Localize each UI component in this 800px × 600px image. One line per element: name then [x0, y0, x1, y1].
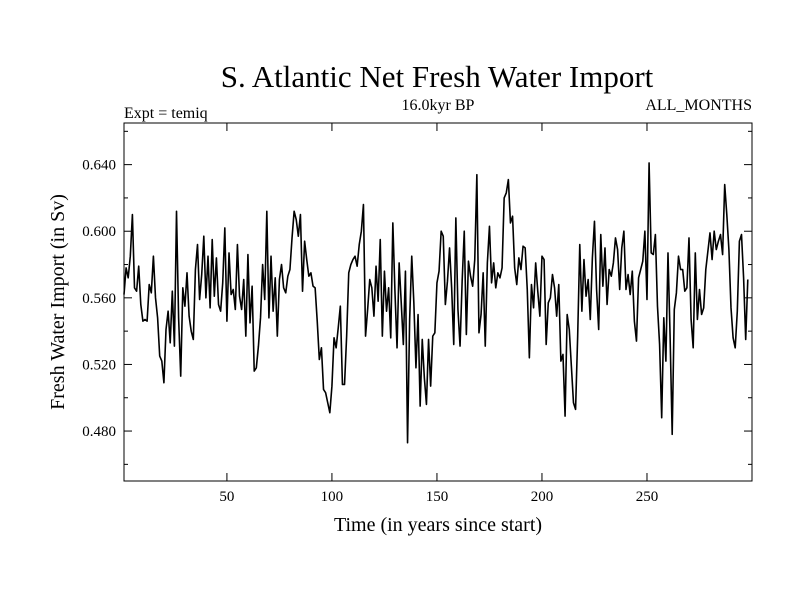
y-axis-ticks: 0.480 0.520 0.560 0.600 0.640	[82, 130, 752, 465]
y-axis-label: Fresh Water Import (in Sv)	[47, 194, 69, 410]
series-group	[123, 162, 749, 444]
y-tick-label: 0.480	[82, 424, 116, 440]
y-tick-label: 0.600	[82, 224, 116, 240]
y-tick-label: 0.520	[82, 357, 116, 373]
subtitle-center: 16.0kyr BP	[402, 97, 475, 114]
series-line	[123, 162, 749, 444]
x-axis-ticks: 50 100 150 200 250	[219, 123, 658, 505]
x-tick-label: 150	[426, 489, 449, 505]
x-tick-label: 100	[321, 489, 344, 505]
x-axis-label: Time (in years since start)	[334, 514, 542, 536]
subtitle-right: ALL_MONTHS	[645, 97, 752, 114]
y-tick-label: 0.560	[82, 291, 116, 307]
x-tick-label: 200	[531, 489, 554, 505]
chart-title: S. Atlantic Net Fresh Water Import	[221, 59, 654, 94]
y-tick-label: 0.640	[82, 158, 116, 174]
plot-frame	[123, 122, 753, 482]
x-tick-label: 50	[219, 489, 234, 505]
x-tick-label: 250	[636, 489, 659, 505]
subtitle-left: Expt = temiq	[124, 105, 208, 122]
